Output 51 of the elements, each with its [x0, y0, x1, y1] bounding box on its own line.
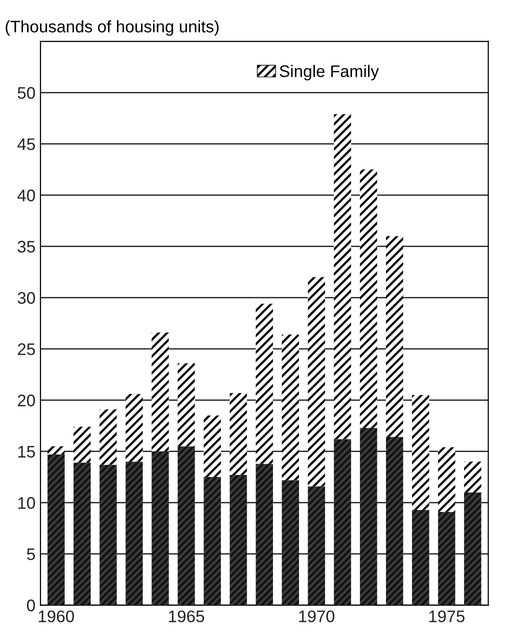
bar: [230, 392, 247, 475]
bar: [178, 446, 195, 606]
y-tick-label: 40: [17, 190, 35, 202]
bar: [308, 486, 326, 606]
legend-label: Single Family: [280, 64, 379, 80]
bar: [334, 439, 352, 606]
bar: [412, 510, 430, 606]
y-tick-label: 50: [18, 87, 35, 99]
bar: [100, 464, 117, 606]
bar: [386, 437, 404, 606]
x-tick-label: 1975: [429, 610, 464, 622]
bar: [152, 451, 169, 606]
bar: [360, 170, 378, 428]
bar: [438, 447, 456, 512]
bar: [204, 416, 221, 478]
bar: [256, 464, 273, 606]
x-tick-label: 1965: [169, 610, 204, 622]
bar: [360, 428, 378, 606]
bar: [74, 462, 91, 606]
bar: [178, 363, 195, 446]
bar: [386, 236, 404, 438]
bar: [464, 492, 482, 606]
y-axis-title: (Thousands of housing units): [6, 20, 219, 36]
bar: [256, 304, 273, 464]
bar: [100, 409, 117, 465]
y-tick-label: 5: [27, 548, 35, 560]
bar: [282, 480, 300, 606]
y-tick-label: 35: [18, 240, 35, 253]
bar: [412, 395, 430, 510]
bar: [464, 462, 482, 492]
y-tick-label: 45: [17, 138, 35, 150]
x-tick-label: 1970: [299, 610, 334, 622]
y-tick-label: 15: [18, 446, 35, 458]
bar: [126, 462, 143, 606]
y-tick-label: 30: [18, 292, 35, 304]
bar: [204, 477, 221, 606]
y-tick-label: 0: [27, 600, 35, 612]
bar: [74, 426, 91, 463]
bar: [126, 394, 143, 462]
bar: [48, 446, 65, 454]
bar: [438, 512, 456, 606]
bar: [308, 277, 326, 486]
y-tick-label: 10: [18, 497, 35, 509]
bar: [334, 114, 352, 440]
y-tick-label: 20: [18, 394, 35, 406]
bar: [152, 332, 169, 452]
bar: [230, 474, 247, 606]
bar: [282, 334, 300, 480]
y-tick-label: 25: [18, 343, 35, 356]
bar: [48, 454, 65, 606]
x-tick-label: 1960: [38, 610, 74, 622]
